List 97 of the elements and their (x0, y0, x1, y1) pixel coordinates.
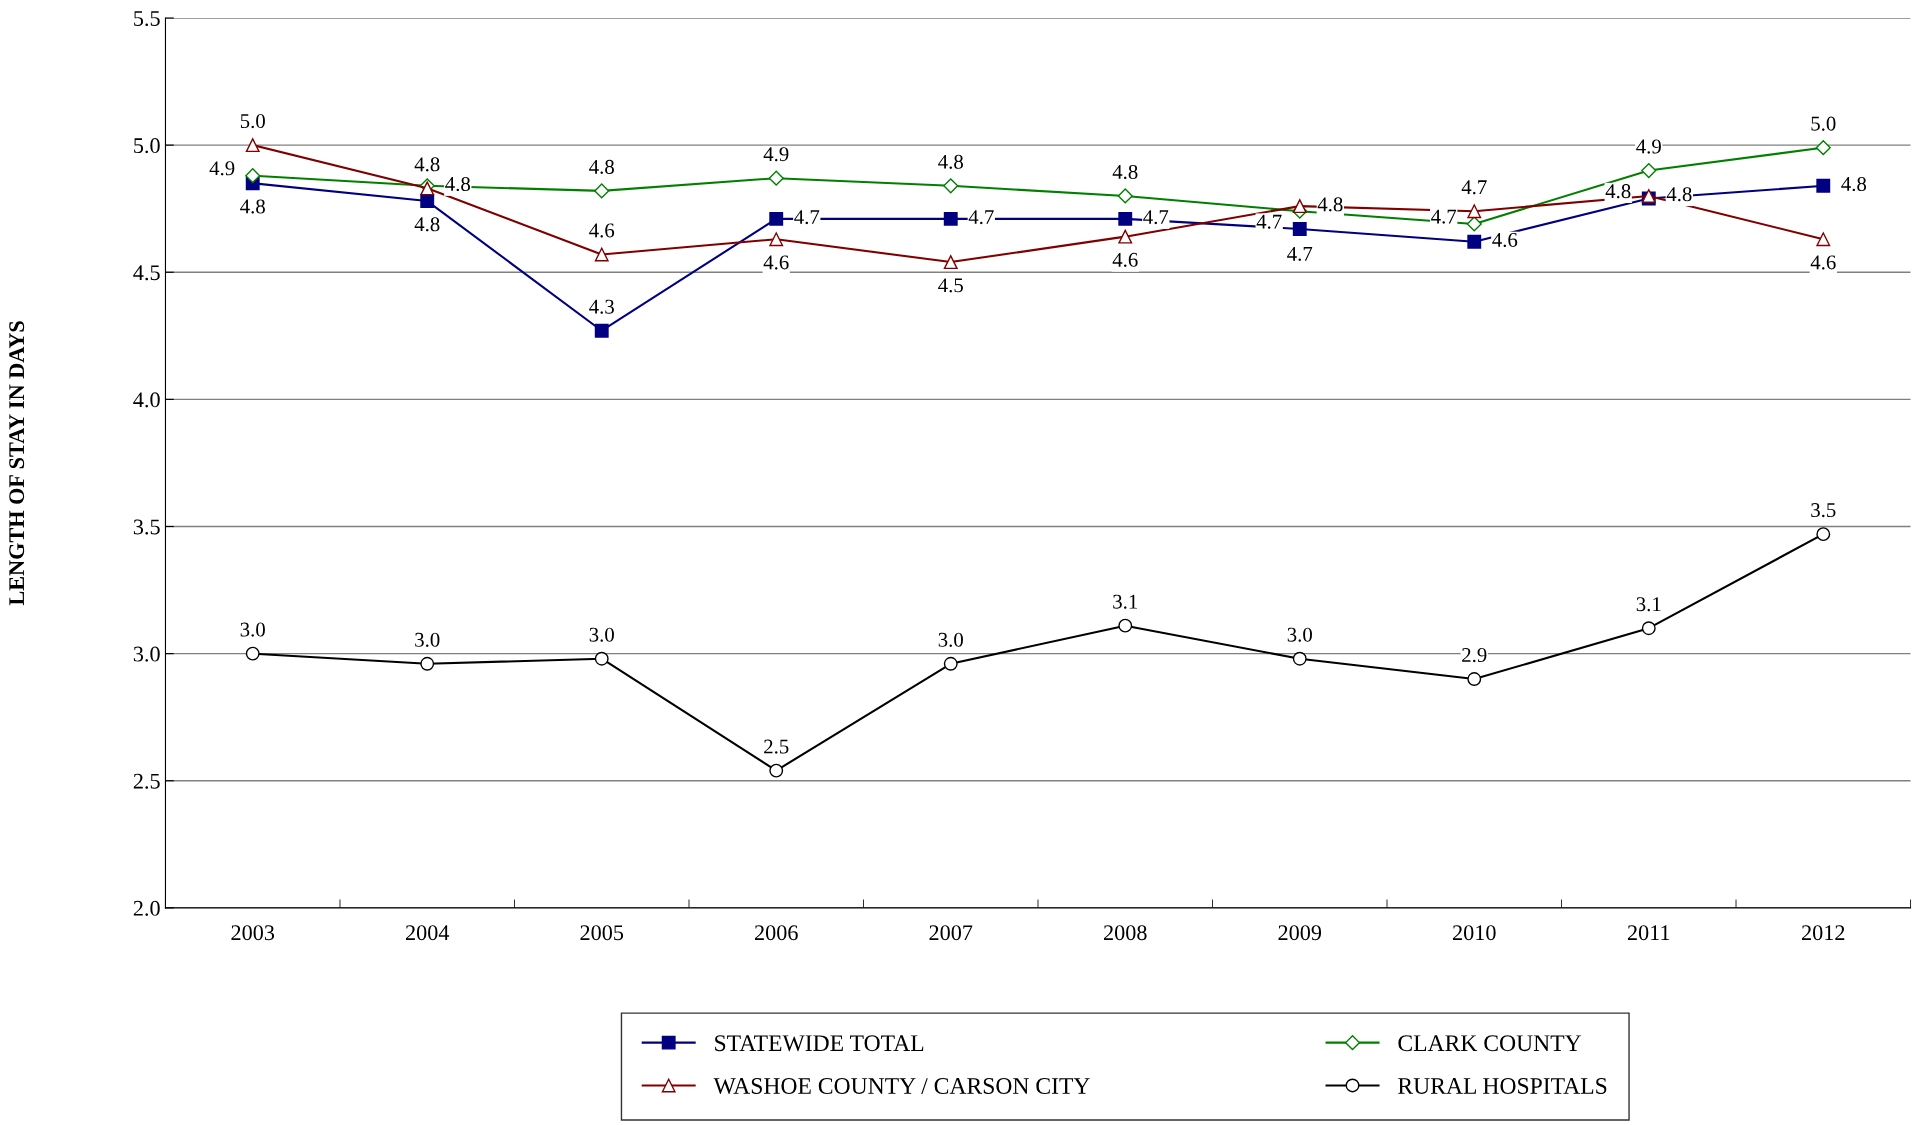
data-label: 4.8 (240, 199, 265, 214)
data-label: 3.0 (240, 622, 265, 637)
point (594, 247, 609, 262)
y-tick-label: 4.0 (133, 392, 160, 408)
point (594, 323, 609, 338)
point (1641, 621, 1656, 636)
x-tick-label: 2003 (231, 925, 275, 941)
data-label: 4.7 (1143, 210, 1169, 225)
point (769, 232, 784, 247)
data-label: 3.1 (1113, 594, 1138, 609)
x-tick-label: 2010 (1453, 925, 1496, 941)
data-label: 2.5 (764, 739, 789, 754)
data-label: 4.8 (414, 157, 440, 172)
point (943, 178, 959, 194)
y-tick-label: 5.0 (134, 138, 160, 154)
data-label: 4.3 (589, 299, 614, 314)
y-tick-label: 2.5 (133, 773, 160, 789)
data-label: 4.7 (794, 210, 820, 225)
data-label: 4.8 (1666, 187, 1692, 202)
point (1117, 188, 1133, 204)
point (245, 138, 260, 153)
y-axis-title: LENGTH OF STAY IN DAYS (9, 321, 25, 606)
data-label: 2.9 (1462, 648, 1487, 663)
point (1292, 651, 1307, 666)
data-label: 4.5 (938, 278, 963, 293)
point (420, 194, 435, 209)
data-label: 3.0 (589, 627, 614, 642)
point (1467, 204, 1482, 219)
data-label: 4.9 (209, 161, 235, 176)
point (1816, 178, 1831, 193)
y-tick-label: 5.5 (134, 11, 160, 27)
data-label: 4.6 (1492, 232, 1518, 248)
data-label: 4.9 (763, 147, 789, 162)
y-tick-label: 3.0 (133, 646, 160, 662)
point (1292, 199, 1307, 214)
data-label: 3.0 (938, 632, 963, 647)
point (1118, 211, 1133, 226)
x-tick-label: 2011 (1627, 925, 1670, 941)
data-label: 4.6 (763, 255, 789, 270)
data-label: 4.7 (1461, 180, 1487, 195)
data-label: 3.1 (1636, 597, 1661, 612)
x-tick-label: 2008 (1104, 925, 1147, 941)
legend-label: STATEWIDE TOTAL (715, 1035, 924, 1052)
data-label: 4.8 (1605, 184, 1631, 199)
data-label: 3.0 (415, 632, 440, 647)
point (1467, 234, 1482, 249)
data-label: 4.8 (938, 154, 963, 169)
point (768, 170, 784, 186)
x-tick-label: 2004 (405, 925, 450, 941)
point (1815, 140, 1831, 156)
point (1816, 527, 1831, 542)
point (1466, 216, 1482, 232)
legend-label: WASHOE COUNTY / CARSON CITY (713, 1078, 1090, 1095)
point (1118, 618, 1133, 633)
x-tick-label: 2006 (754, 925, 798, 941)
data-label: 4.6 (589, 223, 615, 238)
data-label: 3.5 (1811, 503, 1836, 518)
point (594, 183, 610, 199)
data-label: 4.7 (1256, 214, 1282, 229)
legend-label: RURAL HOSPITALS (1398, 1078, 1607, 1094)
point (1641, 162, 1657, 179)
point (1292, 222, 1307, 236)
y-tick-label: 3.5 (133, 519, 160, 535)
point (1467, 672, 1482, 686)
point (420, 656, 435, 671)
y-tick-label: 2.0 (133, 900, 160, 916)
data-label: 4.6 (1112, 252, 1138, 267)
data-label: 5.0 (240, 114, 265, 129)
point (769, 211, 784, 226)
x-tick-label: 2012 (1802, 925, 1845, 941)
point (943, 211, 958, 226)
point (1118, 229, 1133, 244)
x-tick-label: 2009 (1278, 925, 1322, 941)
x-tick-label: 2007 (929, 925, 973, 941)
point (245, 168, 261, 184)
data-label: 4.6 (1810, 255, 1836, 270)
data-label: 4.8 (589, 159, 614, 174)
data-label: 4.8 (1112, 164, 1138, 180)
point (594, 651, 609, 666)
point (769, 763, 784, 778)
data-label: 4.8 (445, 176, 471, 192)
data-label: 4.9 (1636, 139, 1661, 154)
legend-label: CLARK COUNTY (1398, 1035, 1582, 1052)
x-tick-label: 2005 (580, 925, 624, 941)
data-label: 4.8 (1841, 176, 1867, 192)
data-label: 4.8 (1317, 197, 1343, 212)
data-label: 4.8 (414, 217, 440, 232)
data-label: 4.7 (1287, 246, 1313, 261)
y-tick-label: 4.5 (133, 265, 160, 281)
point (943, 656, 958, 671)
point (1816, 232, 1831, 247)
data-label: 4.7 (968, 210, 994, 225)
point (943, 255, 958, 270)
point (245, 646, 260, 661)
data-label: 4.7 (1431, 209, 1457, 224)
data-label: 5.0 (1811, 116, 1836, 131)
data-label: 3.0 (1287, 627, 1312, 642)
